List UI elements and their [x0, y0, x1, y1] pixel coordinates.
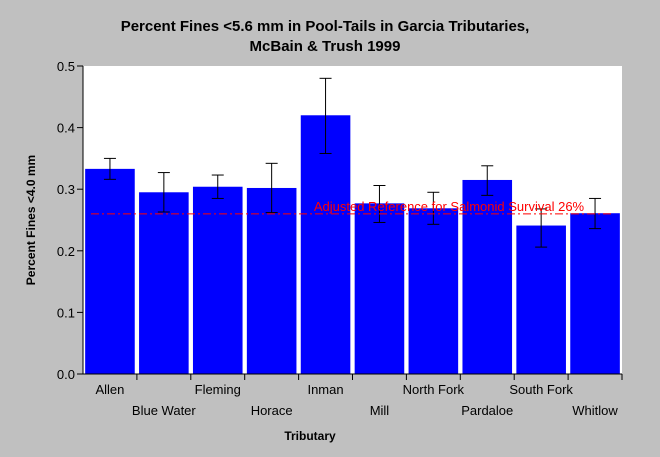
x-tick-label-7: Pardaloe: [461, 403, 513, 418]
y-tick-label-3: 0.3: [57, 182, 75, 197]
bar-0: [85, 168, 135, 374]
chart-title-line-1: Percent Fines <5.6 mm in Pool-Tails in G…: [121, 18, 530, 35]
x-tick-label-6: North Fork: [403, 382, 465, 397]
bar-6: [408, 208, 459, 374]
bar-8: [516, 225, 566, 374]
x-ticks-group: Allen Blue Water Fleming Horace Inman Mill Nor…: [95, 374, 623, 418]
y-tick-label-5: 0.5: [57, 59, 75, 74]
x-tick-label-5: Mill: [370, 403, 390, 418]
reference-line-label: Adjusted Reference for Salmonid Survival…: [314, 199, 585, 214]
x-tick-label-0: Allen: [95, 382, 124, 397]
bar-4: [300, 115, 351, 374]
chart-title-line-2: McBain & Trush 1999: [250, 38, 401, 55]
error-bars-group: [103, 77, 602, 248]
bars-group: [85, 115, 620, 374]
y-axis-title: Percent Fines <4.0 mm: [24, 155, 38, 285]
y-tick-label-1: 0.1: [57, 305, 75, 320]
reference-line-group: Adjusted Reference for Salmonid Survival…: [91, 199, 614, 215]
x-tick-label-3: Horace: [251, 403, 293, 418]
y-tick-label-4: 0.4: [57, 121, 75, 136]
x-tick-label-8: South Fork: [509, 382, 573, 397]
x-axis-title: Tributary: [284, 429, 336, 443]
x-tick-label-2: Fleming: [195, 382, 241, 397]
bar-7: [462, 179, 513, 374]
x-tick-label-1: Blue Water: [132, 403, 196, 418]
y-tick-label-2: 0.2: [57, 244, 75, 259]
bar-5: [354, 203, 405, 374]
bar-3: [246, 187, 297, 374]
bar-9: [570, 213, 620, 374]
y-ticks-group: 0.0 0.1 0.2 0.3 0.4 0.5: [57, 59, 83, 382]
x-tick-label-9: Whitlow: [572, 403, 618, 418]
x-tick-label-4: Inman: [307, 382, 343, 397]
bar-1: [139, 192, 189, 374]
bar-2: [192, 186, 243, 374]
y-tick-label-0: 0.0: [57, 367, 75, 382]
